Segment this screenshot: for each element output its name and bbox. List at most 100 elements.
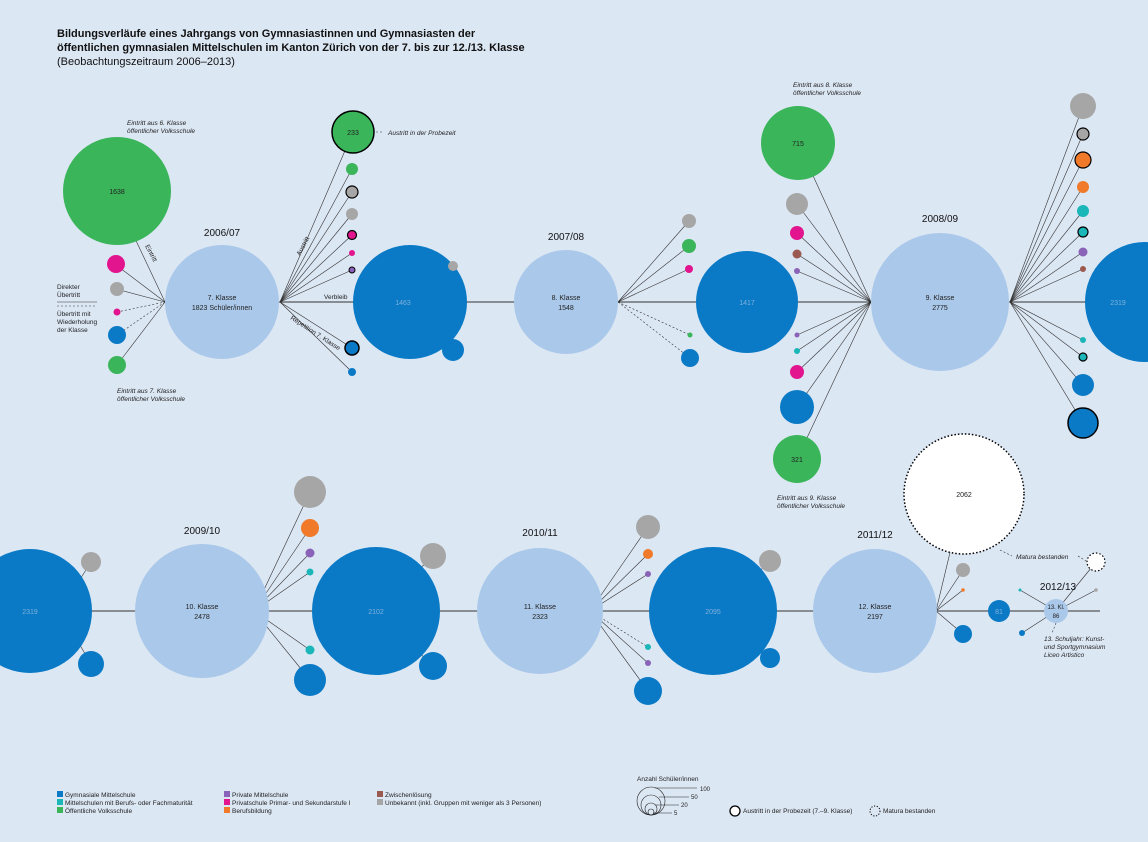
out2095-unbekannt <box>759 550 781 572</box>
entry-715-label: 715 <box>792 141 804 148</box>
verbleib-2319-a: 2319 <box>1110 300 1126 307</box>
class-7-circle <box>165 245 279 359</box>
matura-2062-circle <box>903 433 1025 555</box>
legend-label-privatschule: Privatschule Primar- und Sekundarstufe I <box>232 800 351 807</box>
legend-swatch-privatschule <box>224 799 230 805</box>
legend-label-berufsbildung: Berufsbildung <box>232 808 272 815</box>
in9-gymnasium <box>780 390 814 424</box>
class-9-value: 2775 <box>932 305 948 312</box>
class-labels: 7. Klasse 1823 Schüler/innen 8. Klasse 1… <box>186 295 1065 621</box>
size-circle-100 <box>636 786 666 816</box>
entry-715-circle <box>761 106 835 180</box>
class-13-label: 13. Kl. <box>1047 605 1064 611</box>
annot-eintritt9-l1: Eintritt aus 9. Klasse <box>777 495 837 502</box>
out2095-gymnasium <box>760 648 780 668</box>
annot-eintritt7-l2: öffentlicher Volksschule <box>117 396 185 403</box>
out11-private-ms-2 <box>645 660 651 666</box>
entry-233-label: 233 <box>347 130 359 137</box>
out9-fms-2 <box>1080 337 1086 343</box>
legend-label-volksschule: Öffentliche Volksschule <box>65 807 132 815</box>
legend-swatch-gymnasium <box>57 791 63 797</box>
legend-size-title: Anzahl Schüler/innen <box>637 776 699 783</box>
class-11-circle <box>477 548 603 674</box>
year-labels: 2006/07 2007/08 2008/09 2009/10 2010/11 … <box>184 214 1077 593</box>
out9-fms <box>1077 205 1089 217</box>
size-circle-5 <box>647 808 655 816</box>
out2319-gymnasium <box>78 651 104 677</box>
annot-direkter-l1: Direkter <box>57 284 81 291</box>
annot-eintritt8-l2: öffentlicher Volksschule <box>793 90 861 97</box>
annot-wiederholung-l2: Wiederholung <box>57 319 97 326</box>
verbleib-labels: 1463 1417 2319 2319 2102 2095 81 <box>22 300 1126 616</box>
out-private-mittelschule-probe <box>348 266 356 274</box>
in9-privatschule <box>790 226 804 240</box>
out8-unbekannt <box>682 214 696 228</box>
out12-unbekannt <box>956 563 970 577</box>
out-1463-unbekannt <box>448 261 458 271</box>
year-label-2007: 2007/08 <box>548 232 585 243</box>
class-7-value: 1823 Schüler/innen <box>192 305 252 312</box>
annot-eintritt6-l1: Eintritt aus 6. Klasse <box>127 120 187 127</box>
entry-1638-label: 1638 <box>109 189 125 196</box>
size-label-100: 100 <box>700 787 711 793</box>
out10-unbekannt <box>294 476 326 508</box>
in9-unbekannt <box>786 193 808 215</box>
legend-probezeit-circle <box>729 805 741 817</box>
out-unbekannt <box>346 208 358 220</box>
annotations: Eintritt aus 6. Klasse öffentlicher Volk… <box>117 82 1106 659</box>
in9-fms <box>794 348 800 354</box>
matura-2062-label: 2062 <box>956 492 972 499</box>
out10-fms <box>306 568 314 576</box>
class-8-label: 8. Klasse <box>552 295 581 302</box>
class-8-value: 1548 <box>558 305 574 312</box>
legend-label-fms: Mittelschulen mit Berufs- oder Fachmatur… <box>65 800 193 807</box>
out12-berufsbildung <box>961 588 965 592</box>
out9-berufsbildung <box>1077 181 1089 193</box>
out10-gymnasium <box>294 664 326 696</box>
verbleib-1417: 1417 <box>739 300 755 307</box>
verbleib-1417-circle <box>696 251 798 353</box>
verbleib-2102-circle <box>312 547 440 675</box>
entry-7-circle <box>108 356 126 374</box>
class-13-circle <box>1044 599 1068 623</box>
verbleib-2095-circle <box>649 547 777 675</box>
out-1463-gymnasium <box>442 339 464 361</box>
annot-wiederholung-l1: Übertritt mit <box>57 310 91 318</box>
in9-private-ms-2 <box>794 332 800 338</box>
out-privatschule <box>349 250 355 256</box>
annot-austritt: Austritt <box>296 236 312 257</box>
entry-1638-circle <box>63 137 171 245</box>
out11-unbekannt <box>636 515 660 539</box>
inflow-privatschule-small <box>113 308 121 316</box>
out-gymnasium-repetition <box>348 368 356 376</box>
legend-probezeit-label: Austritt in der Probezeit (7.–9. Klasse) <box>743 808 852 815</box>
inflow-unbekannt <box>110 282 124 296</box>
legend-matura-circle <box>869 805 881 817</box>
verbleib-2319-circle-a <box>1085 242 1148 362</box>
annot-matura: Matura bestanden <box>1016 554 1069 561</box>
out13-fms <box>1018 588 1022 592</box>
class-9-label: 9. Klasse <box>926 295 955 302</box>
annot-direkter-l2: Übertritt <box>57 291 80 299</box>
class-12-value: 2197 <box>867 614 883 621</box>
out10-fms-2 <box>305 645 315 655</box>
annot-schuljahr13-l3: Liceo Artistico <box>1044 652 1085 659</box>
year-label-2011: 2011/12 <box>857 530 893 541</box>
entry-values: 1638 233 715 321 2062 <box>109 130 972 499</box>
verbleib-2102: 2102 <box>368 609 384 616</box>
verbleib-2319-b: 2319 <box>22 609 38 616</box>
out10-berufsbildung <box>301 519 319 537</box>
legend-swatch-unbekannt <box>377 799 383 805</box>
legend-swatch-volksschule <box>57 807 63 813</box>
matura-13-circle <box>1086 552 1106 572</box>
out8-volksschule-small <box>687 332 693 338</box>
inflow-gymnasium <box>108 326 126 344</box>
class-10-value: 2478 <box>194 614 210 621</box>
out-unbekannt-probe <box>345 185 359 199</box>
legend-swatch-fms <box>57 799 63 805</box>
year-label-2006: 2006/07 <box>204 228 241 239</box>
out2102-unbekannt <box>420 543 446 569</box>
out11-fms <box>645 644 651 650</box>
legend-label-zwischenloesung: Zwischenlösung <box>385 792 432 799</box>
